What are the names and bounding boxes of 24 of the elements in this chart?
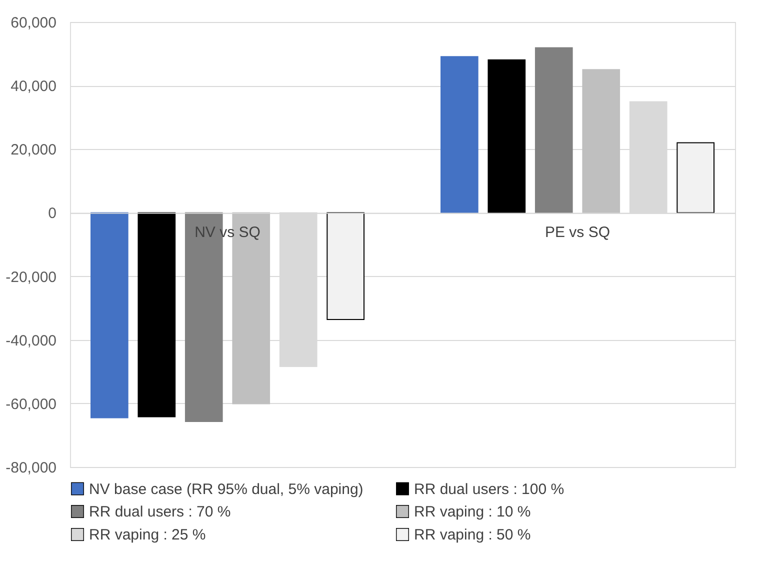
legend-label: RR vaping : 10 % — [414, 504, 531, 520]
legend-label: RR vaping : 25 % — [89, 526, 206, 544]
y-tick-label: 0 — [48, 205, 56, 222]
legend-label: RR dual users : 100 % — [414, 480, 564, 498]
bar — [326, 212, 364, 320]
bar — [232, 212, 270, 404]
y-tick-label: 20,000 — [10, 142, 56, 159]
y-tick-label: 60,000 — [10, 14, 56, 32]
y-tick-label: -40,000 — [6, 332, 56, 350]
bar — [138, 212, 176, 418]
y-tick-label: -60,000 — [6, 396, 56, 413]
bar — [90, 212, 128, 418]
bar — [582, 69, 620, 214]
y-tick-label: 40,000 — [10, 78, 56, 96]
legend-label: RR dual users : 70 % — [89, 504, 231, 520]
legend-label: RR vaping : 50 % — [414, 526, 531, 544]
bar — [488, 59, 526, 214]
x-tick-label: PE vs SQ — [544, 224, 610, 242]
y-tick-label: -20,000 — [6, 268, 56, 286]
bar — [440, 56, 478, 214]
y-tick-label: -80,000 — [6, 460, 56, 476]
legend-label: NV base case (RR 95% dual, 5% vaping) — [89, 480, 364, 498]
bar — [676, 142, 714, 214]
bar — [534, 47, 573, 214]
